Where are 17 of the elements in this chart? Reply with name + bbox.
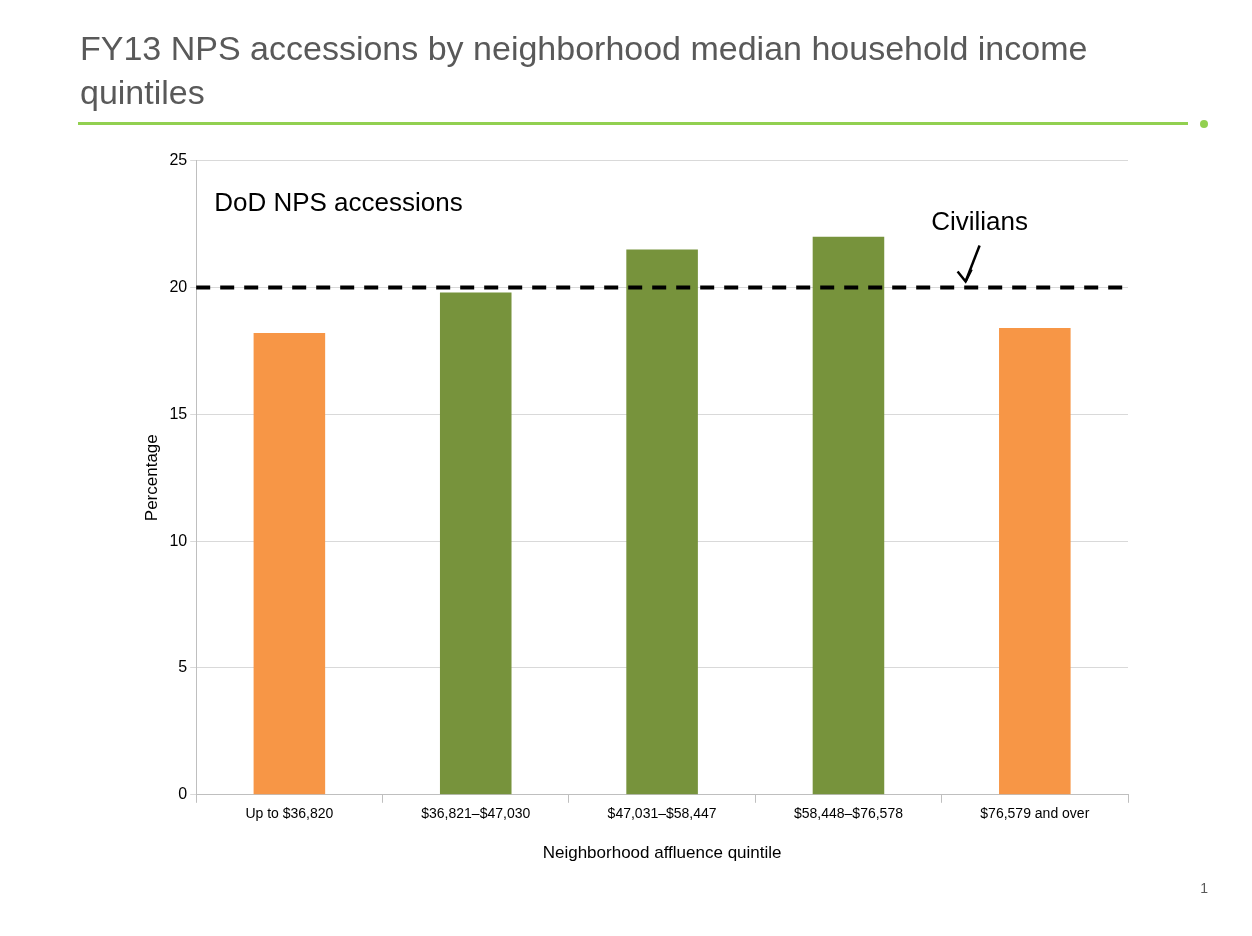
ref-line-label: Civilians — [931, 205, 1028, 236]
y-tick-label: 15 — [169, 404, 188, 422]
x-tick-label: $47,031–$58,447 — [607, 805, 717, 822]
x-tick-label: $76,579 and over — [980, 805, 1090, 822]
y-tick-label: 0 — [178, 785, 188, 803]
x-tick-label: Up to $36,820 — [245, 805, 334, 822]
annotation: DoD NPS accessions — [214, 186, 463, 217]
chart-title: FY13 NPS accessions by neighborhood median household income quintiles — [80, 28, 1089, 113]
x-axis-title: Neighborhood affluence quintile — [542, 843, 782, 863]
text: 1 — [1200, 880, 1208, 896]
x-tick-label: $36,821–$47,030 — [421, 805, 531, 822]
y-tick-label: 20 — [169, 277, 188, 295]
x-tick-label: $58,448–$76,578 — [793, 805, 904, 822]
y-tick-label: 5 — [178, 658, 188, 676]
y-tick-label: 10 — [169, 531, 188, 549]
y-tick-label: 25 — [169, 151, 188, 169]
y-axis-title: Percentage — [141, 434, 161, 522]
